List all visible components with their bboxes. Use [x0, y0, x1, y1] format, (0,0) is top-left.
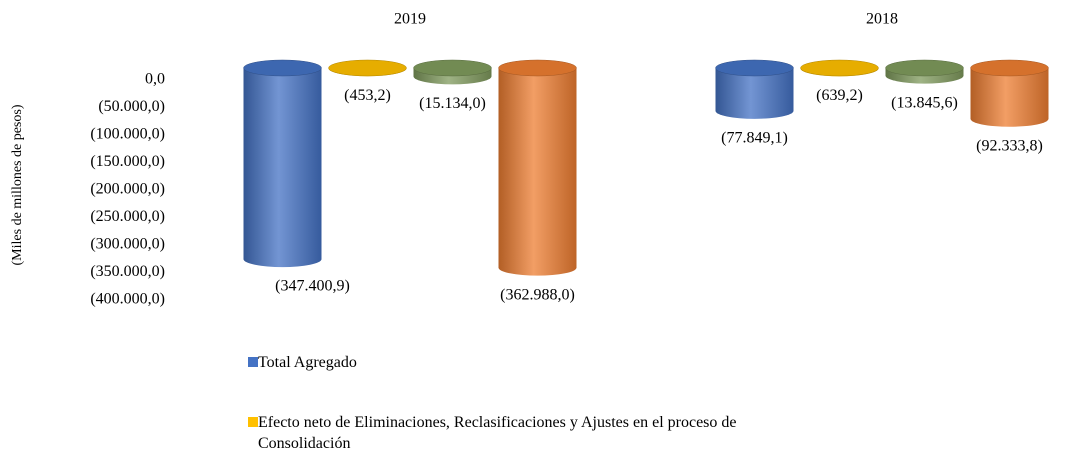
data-label: (15.134,0) — [419, 95, 486, 112]
y-tick-label: (250.000,0) — [90, 208, 165, 225]
y-tick-label: 0,0 — [145, 71, 165, 88]
data-label: (77.849,1) — [721, 129, 788, 146]
data-label: (92.333,8) — [976, 137, 1043, 154]
y-tick-label: (400.000,0) — [90, 291, 165, 308]
bar-top — [970, 59, 1049, 77]
bar-top — [800, 59, 879, 77]
data-label: (362.988,0) — [500, 286, 575, 303]
bar-top — [885, 59, 964, 77]
y-tick-label: (150.000,0) — [90, 153, 165, 170]
data-label: (347.400,9) — [275, 278, 350, 295]
data-label: (453,2) — [344, 87, 391, 104]
legend-label: Efecto neto de Eliminaciones, Reclasific… — [258, 414, 737, 452]
y-axis-label: (Miles de millones de pesos) — [10, 104, 25, 265]
category-label: 2018 — [866, 11, 898, 28]
legend-swatch — [248, 357, 258, 367]
data-label: (13.845,6) — [891, 94, 958, 111]
bar — [498, 68, 577, 276]
bar — [970, 68, 1049, 127]
bar — [243, 68, 322, 268]
bar-top — [413, 59, 492, 77]
y-tick-label: (50.000,0) — [98, 98, 165, 115]
data-label: (639,2) — [816, 87, 863, 104]
bar-top — [328, 59, 407, 77]
y-tick-label: (350.000,0) — [90, 263, 165, 280]
legend-swatch — [248, 417, 258, 427]
legend-label: Total Agregado — [258, 354, 357, 371]
category-label: 2019 — [394, 11, 426, 28]
bar-top — [243, 59, 322, 77]
bar-top — [715, 59, 794, 77]
y-tick-label: (200.000,0) — [90, 181, 165, 198]
bar-top — [498, 59, 577, 77]
y-tick-label: (300.000,0) — [90, 236, 165, 253]
y-tick-label: (100.000,0) — [90, 126, 165, 143]
bar — [715, 68, 794, 119]
